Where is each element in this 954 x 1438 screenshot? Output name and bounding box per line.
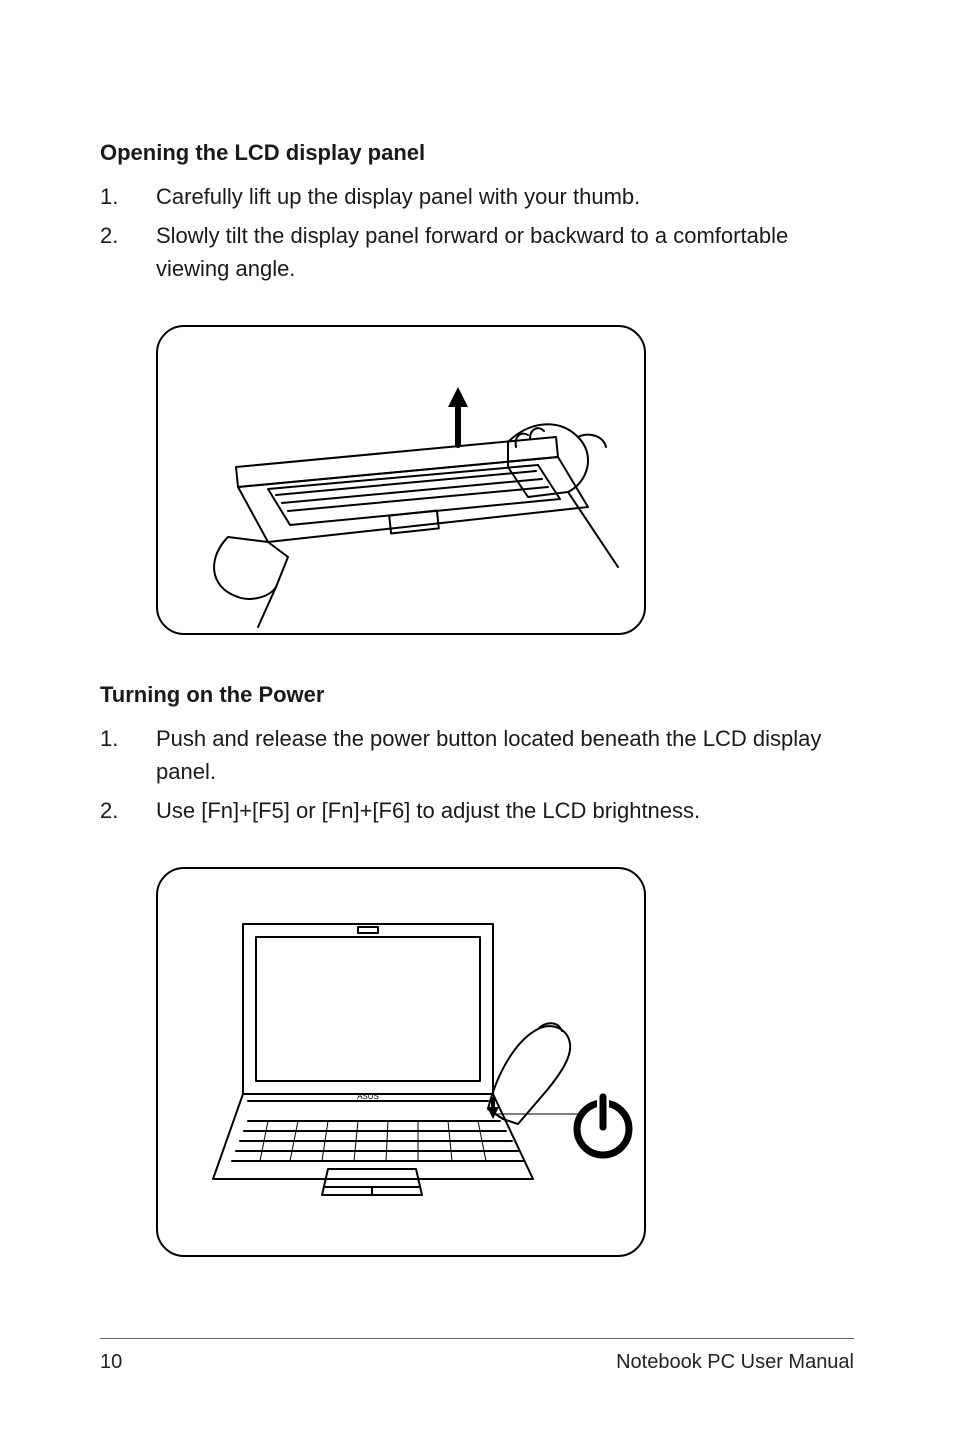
- figure-open-lid: [156, 325, 646, 635]
- figure-power-on: ASUS: [156, 867, 646, 1257]
- open-lid-icon: [158, 327, 648, 637]
- page-footer: 10 Notebook PC User Manual: [100, 1338, 854, 1374]
- list-item: 2. Use [Fn]+[F5] or [Fn]+[F6] to adjust …: [100, 794, 854, 827]
- power-on-icon: ASUS: [158, 869, 648, 1259]
- item-text: Use [Fn]+[F5] or [Fn]+[F6] to adjust the…: [156, 794, 854, 827]
- item-number: 2.: [100, 794, 156, 827]
- page-number: 10: [100, 1351, 122, 1374]
- list-item: 1. Carefully lift up the display panel w…: [100, 180, 854, 213]
- section1-heading: Opening the LCD display panel: [100, 140, 854, 166]
- item-number: 1.: [100, 722, 156, 788]
- item-text: Slowly tilt the display panel forward or…: [156, 219, 854, 285]
- item-number: 2.: [100, 219, 156, 285]
- figure2-container: ASUS: [156, 867, 854, 1264]
- figure1-container: [156, 325, 854, 642]
- section2-heading: Turning on the Power: [100, 682, 854, 708]
- item-text: Push and release the power button locate…: [156, 722, 854, 788]
- item-text: Carefully lift up the display panel with…: [156, 180, 854, 213]
- svg-text:ASUS: ASUS: [357, 1092, 379, 1101]
- page-content: Opening the LCD display panel 1. Careful…: [0, 0, 954, 1264]
- footer-title: Notebook PC User Manual: [616, 1351, 854, 1374]
- item-number: 1.: [100, 180, 156, 213]
- section1-list: 1. Carefully lift up the display panel w…: [100, 180, 854, 285]
- list-item: 1. Push and release the power button loc…: [100, 722, 854, 788]
- section2-list: 1. Push and release the power button loc…: [100, 722, 854, 827]
- list-item: 2. Slowly tilt the display panel forward…: [100, 219, 854, 285]
